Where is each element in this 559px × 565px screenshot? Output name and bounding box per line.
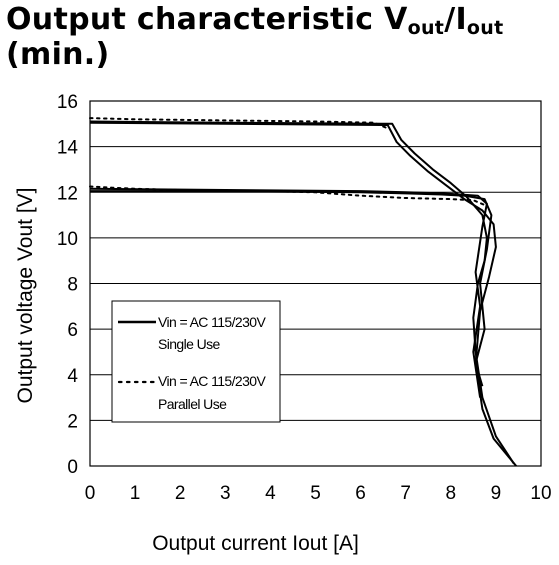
- x-tick-label: 8: [446, 483, 457, 504]
- y-tick-label: 12: [57, 183, 78, 204]
- series-layer: [89, 117, 517, 467]
- series-parallel-use-line: [89, 117, 389, 130]
- legend-label-single-use-line2: Single Use: [158, 336, 221, 352]
- title-suffix: (min.): [6, 37, 110, 72]
- y-axis-label: Output voltage Vout [V]: [14, 188, 37, 404]
- series-single-use-line: [90, 190, 493, 387]
- y-tick-label: 14: [57, 138, 79, 159]
- x-tick-label: 5: [310, 483, 321, 504]
- page-title: Output characteristic Vout/Iout (min.): [6, 2, 559, 72]
- y-tick-label: 0: [67, 457, 78, 478]
- x-tick-label: 7: [400, 483, 411, 504]
- y-tick-label: 4: [67, 366, 78, 387]
- title-sub-out-2: out: [466, 17, 504, 39]
- series-parallel-use-line: [89, 185, 488, 207]
- x-tick-label: 2: [175, 483, 186, 504]
- series-single-use-line: [89, 187, 488, 398]
- x-tick-label: 0: [85, 483, 96, 504]
- y-tick-labels: 0 2 4 6 8 10 12 14 16: [57, 92, 79, 478]
- legend: Vin = AC 115/230V Single Use Vin = AC 11…: [111, 300, 281, 423]
- y-tick-label: 16: [57, 92, 78, 113]
- y-tick-label: 10: [57, 229, 78, 250]
- x-tick-label: 10: [530, 483, 551, 504]
- title-separator: /I: [444, 2, 467, 37]
- x-tick-label: 6: [355, 483, 366, 504]
- x-tick-label: 9: [491, 483, 502, 504]
- series-single-use-line: [89, 120, 515, 465]
- title-main: Output characteristic V: [6, 2, 408, 37]
- y-tick-label: 6: [67, 320, 78, 341]
- x-axis-label: Output current Iout [A]: [152, 532, 359, 555]
- title-sub-out-1: out: [407, 17, 445, 39]
- y-tick-label: 8: [67, 275, 78, 296]
- legend-label-parallel-use-line1: Vin = AC 115/230V: [158, 373, 266, 389]
- x-tick-label: 1: [130, 483, 141, 504]
- y-tick-label: 2: [67, 411, 78, 432]
- legend-label-single-use-line1: Vin = AC 115/230V: [158, 314, 266, 330]
- legend-label-parallel-use-line2: Parallel Use: [158, 396, 227, 412]
- x-tick-label: 4: [265, 483, 276, 504]
- x-tick-labels: 0 1 2 3 4 5 6 7 8 9 10: [85, 483, 552, 504]
- x-tick-label: 3: [220, 483, 231, 504]
- plot-frame: [89, 100, 542, 467]
